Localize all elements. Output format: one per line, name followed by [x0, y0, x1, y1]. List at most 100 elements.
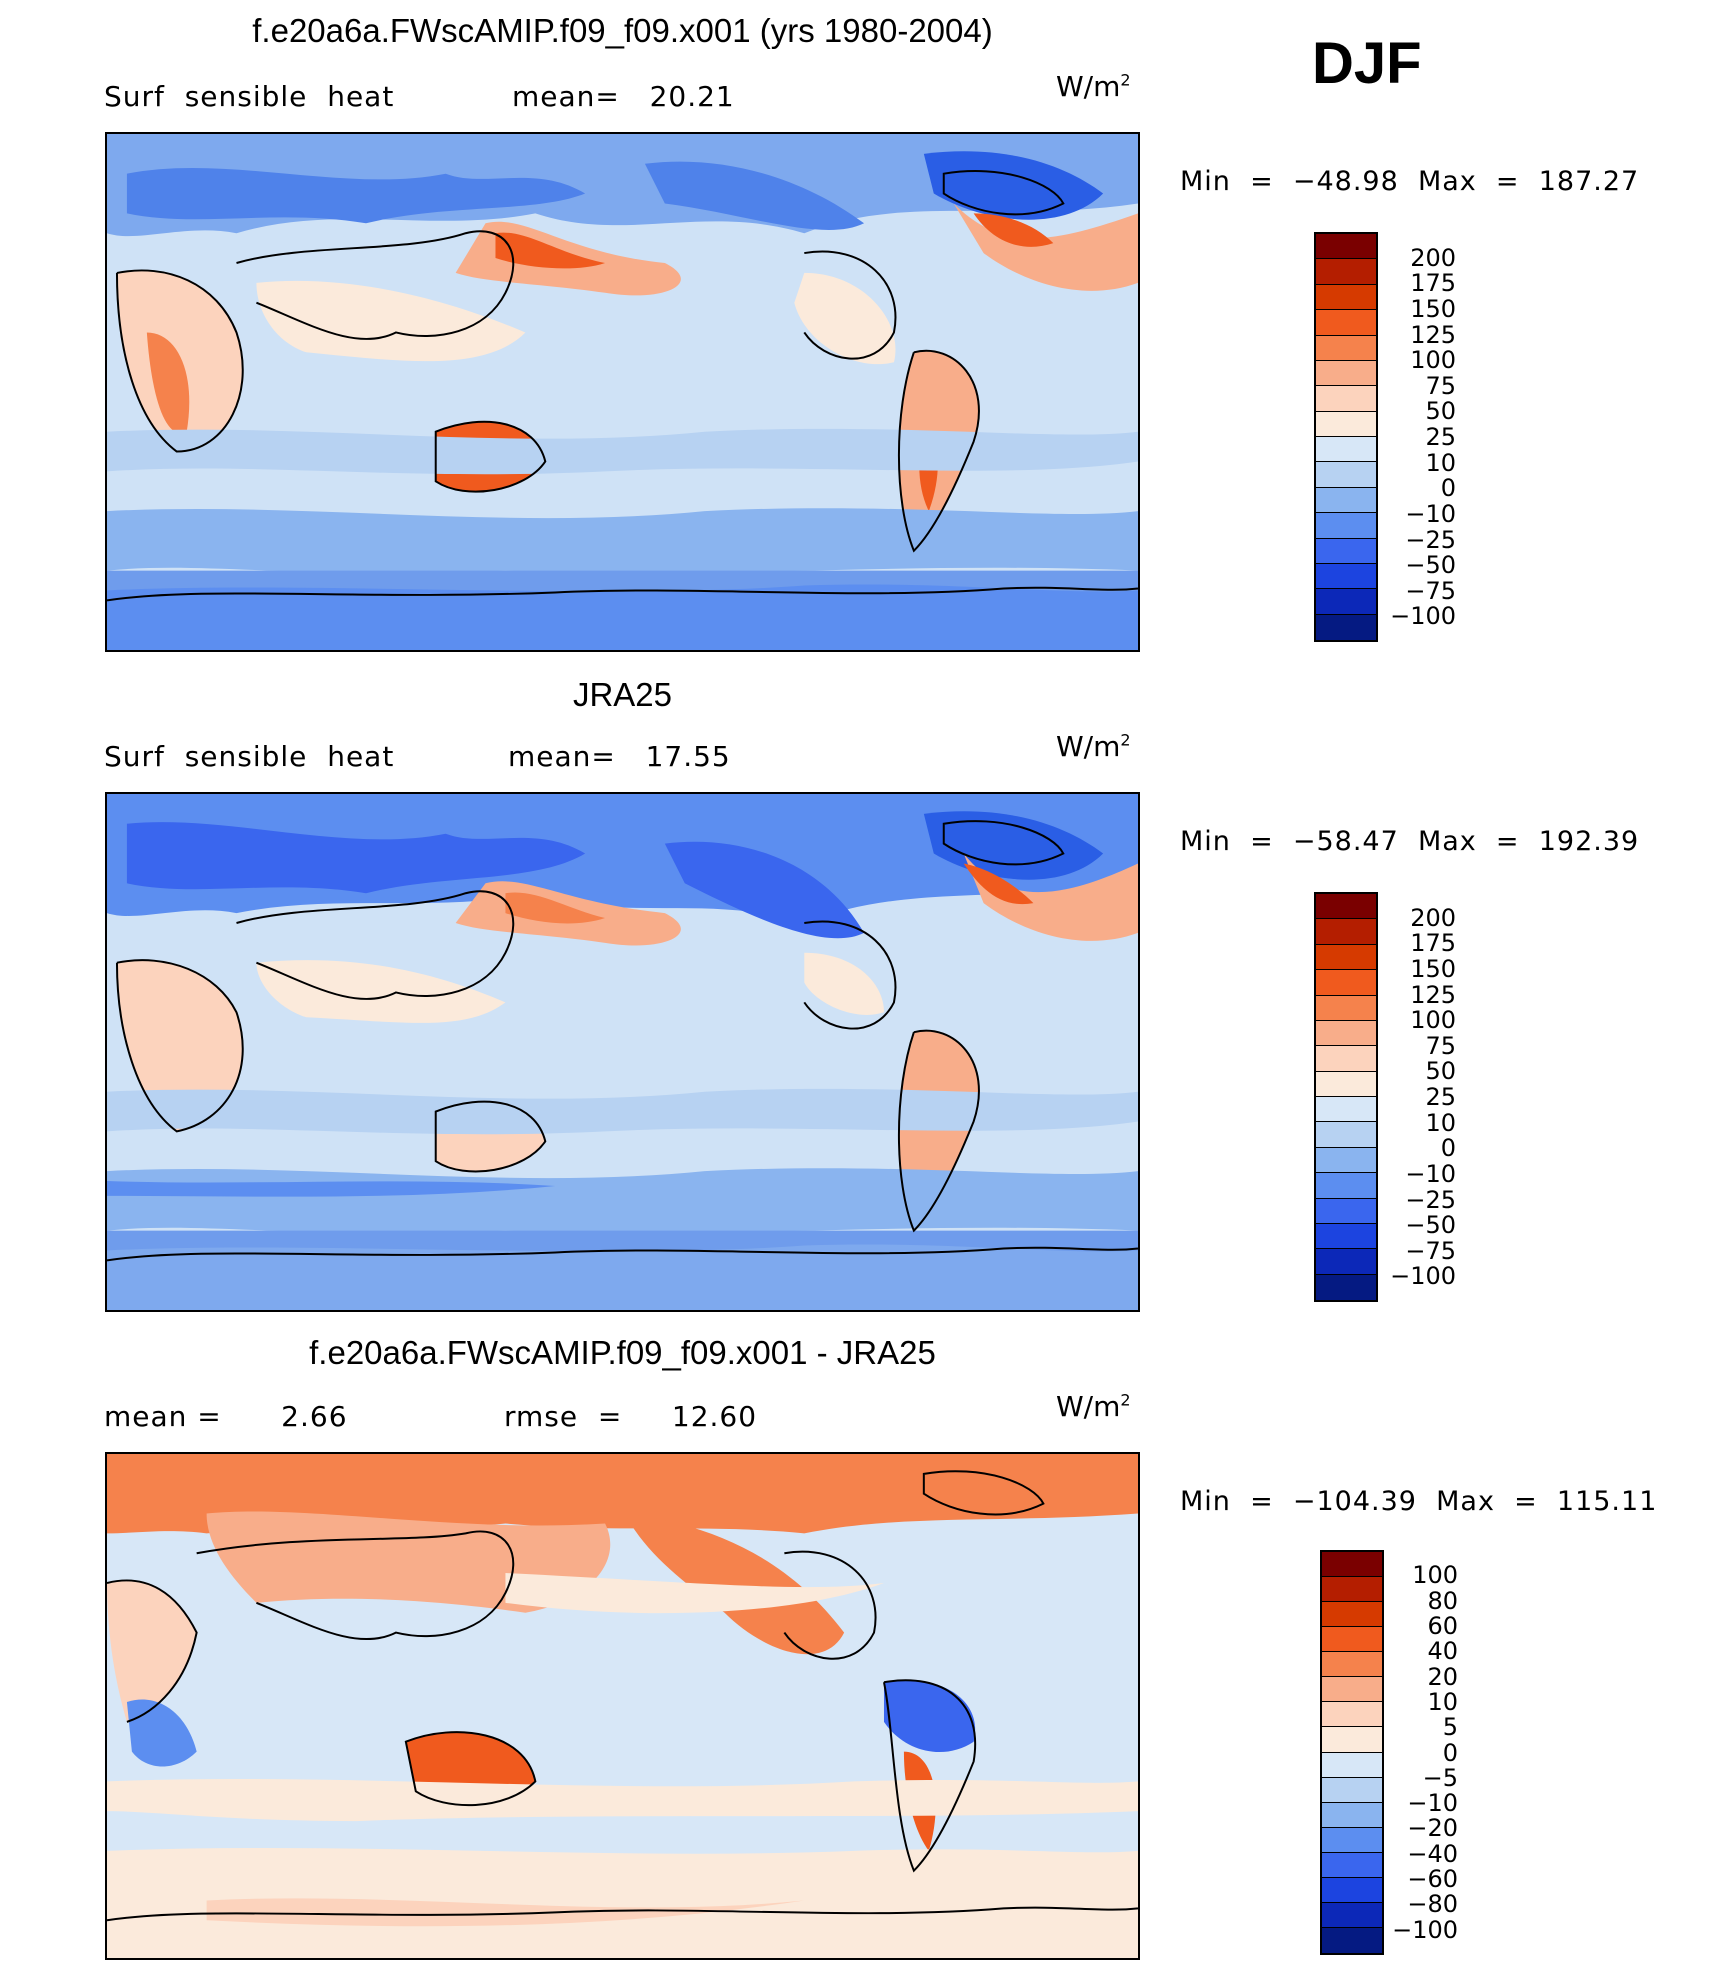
panel-2-mean-label: mean= 17.55 — [508, 740, 731, 773]
panel-3-colorbar-labels: 100 80 60 40 20 10 5 0 −5 −10 −20 −40 −60 −80 −100 — [1392, 1550, 1458, 1955]
colorbar-tick-label: −10 — [1405, 499, 1456, 528]
colorbar-swatch — [1316, 437, 1376, 463]
panel-1-minmax: Min = −48.98 Max = 187.27 — [1180, 166, 1640, 197]
colorbar-swatch — [1316, 1147, 1376, 1174]
colorbar-swatch — [1322, 1752, 1382, 1778]
colorbar-tick-label: −25 — [1405, 1185, 1456, 1214]
colorbar-swatch — [1316, 1198, 1376, 1224]
panel-2-colorbar-labels: 200 175 150 125 100 75 50 25 10 0 −10 −25 −50 −75 −100 — [1390, 892, 1456, 1302]
colorbar-swatch — [1322, 1727, 1382, 1753]
panel-2-units: W/m2 — [1056, 730, 1131, 763]
colorbar-tick-label: 125 — [1410, 320, 1456, 349]
colorbar-swatch — [1316, 1071, 1376, 1097]
colorbar-swatch — [1316, 894, 1376, 920]
colorbar-swatch — [1316, 1097, 1376, 1123]
colorbar-swatch — [1316, 335, 1376, 361]
colorbar-swatch — [1322, 1677, 1382, 1703]
colorbar-swatch — [1322, 1877, 1382, 1903]
colorbar-tick-label: 50 — [1425, 397, 1456, 426]
panel-2-variable-label: Surf sensible heat — [104, 740, 395, 773]
colorbar-swatch — [1316, 970, 1376, 996]
colorbar-swatch — [1322, 1652, 1382, 1678]
colorbar-swatch — [1316, 360, 1376, 387]
panel-2-title: JRA25 — [572, 676, 673, 713]
colorbar-swatch — [1322, 1777, 1382, 1803]
colorbar-swatch — [1316, 919, 1376, 945]
panel-1-colorbar-labels: 200 175 150 125 100 75 50 25 10 0 −10 −25 −50 −75 −100 — [1390, 232, 1456, 642]
colorbar-swatch — [1316, 310, 1376, 336]
colorbar-tick-label: −10 — [1405, 1159, 1456, 1188]
season-label: DJF — [1312, 31, 1422, 96]
panel-3-minmax: Min = −104.39 Max = 115.11 — [1180, 1486, 1658, 1517]
colorbar-swatch — [1322, 1602, 1382, 1628]
colorbar-swatch — [1316, 944, 1376, 971]
colorbar-tick-label: −40 — [1407, 1839, 1458, 1868]
colorbar-tick-label: −50 — [1405, 551, 1456, 580]
colorbar-swatch — [1316, 614, 1376, 640]
colorbar-tick-label: −50 — [1405, 1211, 1456, 1240]
panel-1-map — [105, 132, 1140, 652]
colorbar-tick-label: −20 — [1407, 1814, 1458, 1843]
colorbar-swatch — [1316, 1223, 1376, 1250]
colorbar-tick-label: 40 — [1427, 1637, 1458, 1666]
colorbar-swatch — [1322, 1902, 1382, 1928]
panel-1-title: f.e20a6a.FWscAMIP.f09_f09.x001 (yrs 1980… — [252, 12, 993, 49]
colorbar-tick-label: 200 — [1410, 243, 1456, 272]
colorbar-swatch — [1322, 1702, 1382, 1728]
panel-2-colorbar — [1314, 892, 1378, 1302]
colorbar-tick-label: 100 — [1412, 1561, 1458, 1590]
colorbar-tick-label: 25 — [1425, 423, 1456, 451]
colorbar-tick-label: −75 — [1405, 1236, 1456, 1265]
colorbar-swatch — [1316, 538, 1376, 564]
colorbar-tick-label: −100 — [1392, 1915, 1458, 1944]
colorbar-tick-label: 10 — [1425, 1108, 1456, 1137]
panel-3-title: f.e20a6a.FWscAMIP.f09_f09.x001 - JRA25 — [309, 1334, 936, 1371]
panel-3-map — [105, 1452, 1140, 1960]
colorbar-tick-label: 0 — [1442, 1738, 1458, 1767]
colorbar-swatch — [1316, 1173, 1376, 1199]
colorbar-tick-label: −100 — [1390, 1262, 1456, 1291]
colorbar-swatch — [1316, 462, 1376, 488]
colorbar-tick-label: 10 — [1425, 448, 1456, 477]
colorbar-swatch — [1316, 1249, 1376, 1275]
colorbar-tick-label: 25 — [1425, 1083, 1456, 1111]
panel-1-variable-label: Surf sensible heat — [104, 80, 395, 113]
colorbar-tick-label: 60 — [1427, 1611, 1458, 1640]
colorbar-swatch — [1316, 234, 1376, 260]
colorbar-tick-label: −25 — [1405, 525, 1456, 554]
colorbar-swatch — [1316, 1046, 1376, 1072]
colorbar-swatch — [1316, 386, 1376, 412]
colorbar-swatch — [1322, 1552, 1382, 1578]
panel-1-colorbar — [1314, 232, 1378, 642]
panel-2-map — [105, 792, 1140, 1312]
colorbar-swatch — [1322, 1577, 1382, 1603]
colorbar-swatch — [1316, 1122, 1376, 1148]
colorbar-swatch — [1316, 513, 1376, 539]
colorbar-tick-label: 150 — [1410, 294, 1456, 323]
panel-3-units: W/m2 — [1056, 1390, 1131, 1423]
colorbar-tick-label: −80 — [1407, 1890, 1458, 1919]
colorbar-tick-label: 0 — [1440, 474, 1456, 503]
colorbar-tick-label: 125 — [1410, 980, 1456, 1009]
colorbar-tick-label: 20 — [1427, 1662, 1458, 1691]
colorbar-tick-label: 75 — [1425, 1031, 1456, 1060]
panel-3-rmse-label: rmse = 12.60 — [504, 1400, 758, 1433]
colorbar-tick-label: 5 — [1442, 1713, 1458, 1742]
colorbar-swatch — [1316, 259, 1376, 285]
colorbar-swatch — [1316, 487, 1376, 514]
colorbar-swatch — [1322, 1627, 1382, 1653]
panel-3-colorbar — [1320, 1550, 1384, 1955]
colorbar-tick-label: 175 — [1410, 269, 1456, 298]
colorbar-tick-label: 150 — [1410, 954, 1456, 983]
colorbar-tick-label: −75 — [1405, 576, 1456, 605]
colorbar-swatch — [1322, 1927, 1382, 1953]
colorbar-swatch — [1316, 589, 1376, 615]
colorbar-tick-label: −60 — [1407, 1865, 1458, 1894]
colorbar-swatch — [1316, 411, 1376, 437]
colorbar-tick-label: 200 — [1410, 903, 1456, 932]
colorbar-tick-label: 50 — [1425, 1057, 1456, 1086]
colorbar-tick-label: 175 — [1410, 929, 1456, 958]
colorbar-swatch — [1316, 995, 1376, 1021]
colorbar-swatch — [1316, 1274, 1376, 1300]
colorbar-swatch — [1316, 563, 1376, 590]
